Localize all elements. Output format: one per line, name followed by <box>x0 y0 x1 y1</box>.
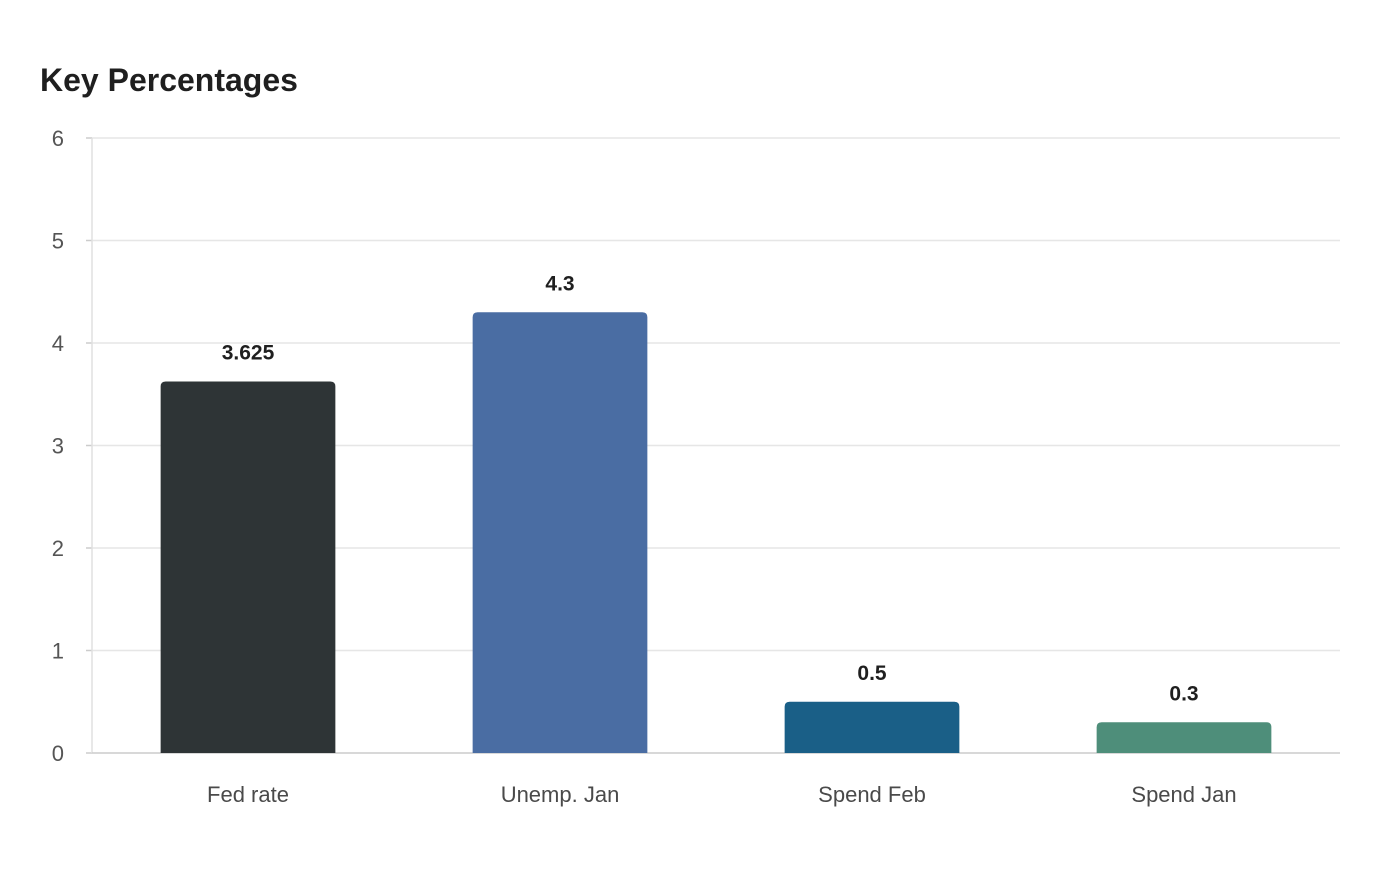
bar-value-label: 4.3 <box>545 272 574 295</box>
x-category-label: Spend Feb <box>818 782 926 807</box>
bars <box>160 312 1272 753</box>
bar-unemp-jan <box>472 312 648 753</box>
y-tick-label: 2 <box>52 536 64 561</box>
y-tick-label: 0 <box>52 741 64 766</box>
bar-value-label: 3.625 <box>222 341 275 364</box>
bar-fed-rate <box>160 381 336 753</box>
bar-value-label: 0.3 <box>1169 682 1198 705</box>
bar-spend-feb <box>784 701 960 753</box>
y-tick-label: 5 <box>52 229 64 254</box>
y-tick-label: 1 <box>52 639 64 664</box>
x-category-label: Unemp. Jan <box>501 782 620 807</box>
y-tick-label: 4 <box>52 331 64 356</box>
chart-title: Key Percentages <box>40 62 298 98</box>
x-category-label: Spend Jan <box>1131 782 1236 807</box>
bar-spend-jan <box>1096 722 1272 753</box>
bar-value-label: 0.5 <box>857 662 887 685</box>
y-tick-label: 3 <box>52 434 64 459</box>
y-tick-label: 6 <box>52 126 64 151</box>
labels: 3.625 Fed rate 4.3 Unemp. Jan 0.5 Spend Feb 0.… <box>207 272 1237 807</box>
x-category-label: Fed rate <box>207 782 289 807</box>
